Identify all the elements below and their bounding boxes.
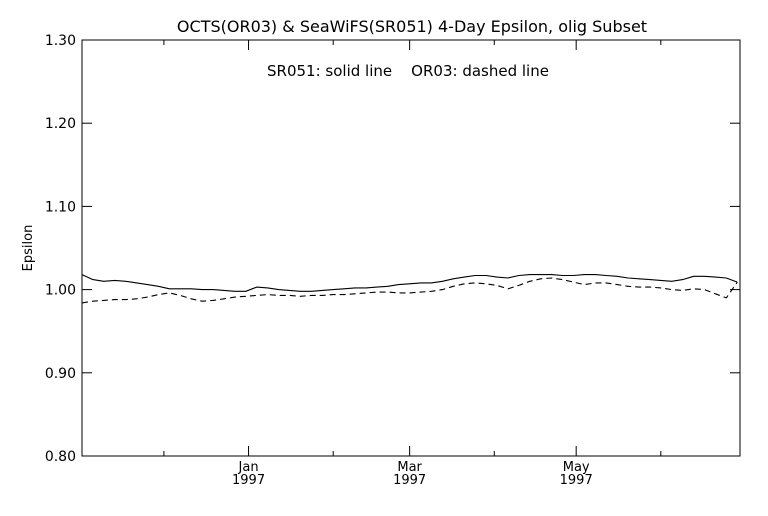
y-tick-label: 1.00 xyxy=(45,283,76,299)
y-tick-label: 1.30 xyxy=(45,33,76,49)
x-tick-label-year: 1997 xyxy=(393,473,426,488)
y-tick-label: 1.20 xyxy=(45,116,76,132)
y-tick-label: 0.80 xyxy=(45,449,76,465)
y-axis-label: Epsilon xyxy=(21,225,36,272)
series-layer xyxy=(81,274,738,304)
y-tick-label: 0.90 xyxy=(45,366,76,382)
series-line-or03 xyxy=(81,277,738,304)
chart-title: OCTS(OR03) & SeaWiFS(SR051) 4-Day Epsilo… xyxy=(177,17,647,36)
x-tick-label-month: May xyxy=(563,460,590,475)
x-tick-label-month: Mar xyxy=(397,460,422,475)
y-tick-label: 1.10 xyxy=(45,199,76,215)
x-tick-label-year: 1997 xyxy=(232,473,265,488)
x-tick-label-year: 1997 xyxy=(560,473,593,488)
plot-frame xyxy=(81,39,741,457)
series-line-sr051 xyxy=(81,274,738,292)
x-tick-label-month: Jan xyxy=(238,460,259,475)
legend-annotation: SR051: solid line OR03: dashed line xyxy=(267,62,549,80)
